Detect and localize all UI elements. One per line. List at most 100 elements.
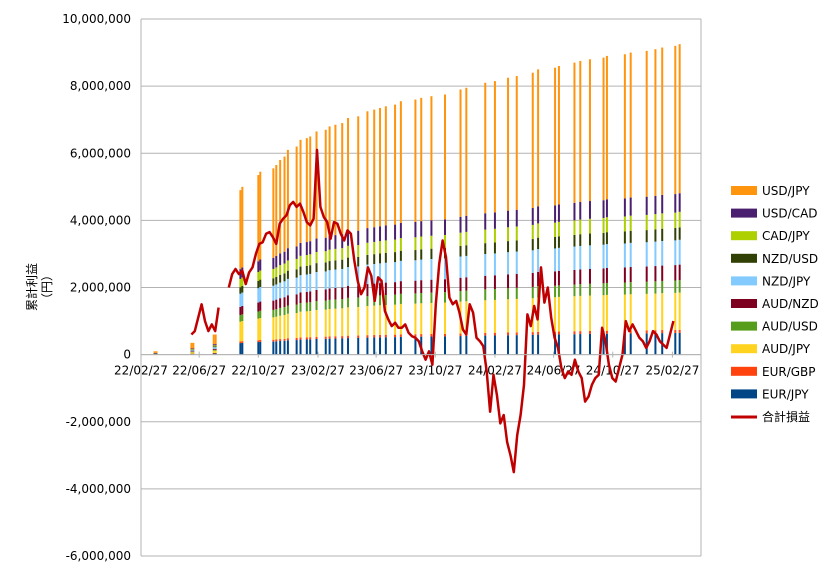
bar-segment (645, 281, 648, 294)
bar-segment (678, 44, 681, 194)
bar-segment (588, 295, 591, 331)
bar-segment (674, 194, 677, 213)
bar-segment (573, 269, 576, 285)
bar-segment (279, 340, 282, 355)
bar-segment (430, 259, 433, 280)
bar-segment (373, 109, 376, 228)
bar-segment (531, 286, 534, 299)
stacked-bars (153, 44, 681, 355)
bar-segment (315, 251, 318, 264)
bar-segment (484, 300, 487, 333)
bar-segment (588, 218, 591, 234)
bar-segment (384, 282, 387, 296)
bar-segment (257, 175, 260, 262)
bar-segment (295, 146, 298, 247)
legend-swatch (731, 366, 757, 376)
legend-swatch (731, 253, 757, 263)
bar-segment (430, 220, 433, 236)
bar-segment (283, 307, 286, 316)
bar-segment (239, 341, 242, 344)
bar-segment (328, 270, 331, 289)
bar-segment (214, 334, 217, 345)
bar-segment (493, 288, 496, 300)
bar-segment (324, 300, 327, 310)
bar-segment (275, 276, 278, 285)
bar-segment (379, 337, 382, 355)
bar-segment (328, 261, 331, 271)
bar-segment (286, 270, 289, 279)
bar-segment (341, 268, 344, 288)
bar-segment (295, 340, 298, 355)
bar-segment (279, 307, 282, 316)
bar-segment (192, 349, 195, 350)
bar-segment (394, 252, 397, 263)
bar-segment (366, 337, 369, 355)
bar-segment (315, 289, 318, 302)
bar-segment (674, 228, 677, 241)
bar-segment (328, 235, 331, 250)
bar-segment (507, 77, 510, 211)
bar-segment (283, 281, 286, 298)
y-tick-label: 2,000,000 (70, 281, 131, 295)
bar-segment (384, 240, 387, 253)
bar-segment (459, 277, 462, 291)
bar-segment (588, 283, 591, 296)
y-tick-label: 0 (123, 348, 131, 362)
bar-segment (315, 272, 318, 290)
bar-segment (444, 336, 446, 355)
bar-segment (605, 199, 608, 218)
bar-segment (334, 287, 337, 300)
bar-segment (661, 47, 664, 195)
bar-segment (645, 242, 648, 267)
bar-segment (305, 265, 308, 275)
bar-segment (241, 292, 244, 306)
bar-segment (444, 94, 446, 220)
bar-segment (537, 334, 540, 355)
bar-segment (588, 333, 591, 355)
bar-segment (602, 268, 605, 284)
bar-segment (309, 337, 312, 340)
bar-segment (623, 294, 626, 331)
bar-segment (257, 281, 260, 289)
bar-segment (241, 285, 244, 293)
bar-segment (557, 236, 560, 248)
bar-segment (324, 262, 327, 272)
chart-axes (140, 19, 702, 556)
y-axis-title: 累計利益（円） (24, 263, 54, 311)
bar-segment (654, 266, 657, 282)
bar-segment (347, 245, 350, 258)
bar-segment (430, 333, 433, 337)
bar-segment (588, 245, 591, 269)
bar-segment (573, 220, 576, 235)
bar-segment (507, 299, 510, 333)
bar-segment (286, 260, 289, 271)
bar-segment (357, 335, 360, 338)
bar-segment (190, 350, 193, 352)
bar-segment (484, 82, 487, 214)
bar-segment (192, 349, 195, 351)
bar-segment (347, 257, 350, 268)
bar-segment (623, 267, 626, 283)
bar-segment (214, 345, 217, 347)
legend-swatch (731, 299, 757, 308)
bar-segment (605, 294, 608, 331)
bar-segment (275, 341, 278, 355)
bar-segment (341, 308, 344, 337)
bar-segment (623, 243, 626, 268)
bar-segment (661, 228, 664, 241)
bar-segment (399, 260, 402, 282)
bar-segment (334, 260, 337, 270)
bar-segment (465, 215, 468, 232)
bar-segment (430, 302, 433, 334)
legend-label: AUD/USD (762, 320, 818, 334)
bar-segment (379, 305, 382, 335)
bar-segment (192, 353, 195, 355)
bar-segment (295, 258, 298, 270)
bar-segment (674, 280, 677, 293)
bar-segment (259, 259, 262, 271)
bar-segment (414, 237, 417, 251)
bar-segment (557, 296, 560, 332)
bar-segment (459, 333, 462, 337)
bar-segment (531, 224, 534, 240)
bar-segment (605, 282, 608, 295)
